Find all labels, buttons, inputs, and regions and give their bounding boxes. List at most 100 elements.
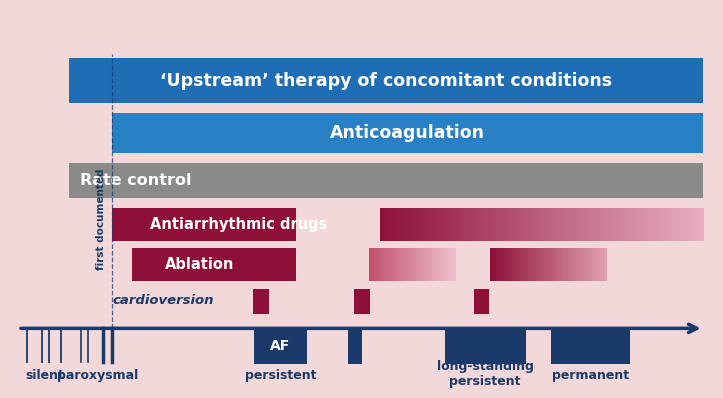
Bar: [254, 328, 307, 364]
Bar: [502, 248, 504, 281]
Bar: [112, 113, 703, 153]
Bar: [531, 248, 533, 281]
Bar: [519, 208, 523, 241]
Bar: [596, 208, 601, 241]
Bar: [561, 208, 565, 241]
Bar: [404, 248, 406, 281]
Bar: [427, 248, 429, 281]
Bar: [392, 248, 394, 281]
Bar: [395, 248, 396, 281]
Bar: [620, 208, 623, 241]
Bar: [441, 208, 445, 241]
Bar: [385, 248, 386, 281]
Bar: [421, 248, 422, 281]
Bar: [403, 248, 404, 281]
Bar: [548, 248, 550, 281]
Bar: [602, 248, 604, 281]
Bar: [590, 208, 594, 241]
Bar: [454, 248, 455, 281]
Bar: [498, 248, 500, 281]
Bar: [594, 208, 597, 241]
Text: Rate control: Rate control: [80, 173, 191, 188]
Bar: [664, 208, 669, 241]
Bar: [398, 248, 400, 281]
Bar: [515, 208, 520, 241]
Bar: [432, 248, 434, 281]
Bar: [450, 248, 452, 281]
Bar: [535, 248, 537, 281]
Bar: [552, 248, 553, 281]
Bar: [581, 248, 582, 281]
Bar: [437, 248, 438, 281]
Bar: [408, 248, 410, 281]
Bar: [445, 208, 448, 241]
Bar: [496, 208, 500, 241]
Bar: [515, 248, 516, 281]
Bar: [500, 248, 501, 281]
Bar: [406, 248, 408, 281]
Bar: [487, 208, 490, 241]
Bar: [607, 208, 610, 241]
Bar: [132, 248, 296, 281]
Bar: [581, 248, 583, 281]
Bar: [570, 208, 575, 241]
Bar: [592, 248, 594, 281]
Bar: [557, 208, 562, 241]
Bar: [598, 248, 599, 281]
Bar: [382, 248, 383, 281]
Bar: [571, 248, 573, 281]
Text: Ablation: Ablation: [165, 257, 234, 272]
Bar: [579, 248, 581, 281]
Bar: [645, 208, 649, 241]
Bar: [604, 248, 607, 281]
Bar: [532, 248, 534, 281]
Bar: [380, 208, 383, 241]
Bar: [398, 248, 399, 281]
Bar: [451, 208, 455, 241]
Bar: [377, 248, 379, 281]
Bar: [509, 208, 513, 241]
Bar: [453, 248, 455, 281]
Bar: [521, 248, 522, 281]
Bar: [629, 208, 633, 241]
Bar: [448, 248, 449, 281]
Bar: [428, 248, 429, 281]
Bar: [374, 248, 375, 281]
Bar: [557, 248, 559, 281]
Bar: [369, 248, 371, 281]
Bar: [694, 208, 698, 241]
Bar: [429, 248, 431, 281]
Bar: [422, 248, 423, 281]
Bar: [438, 208, 442, 241]
Text: persistent: persistent: [245, 369, 316, 382]
Bar: [568, 248, 570, 281]
Bar: [395, 208, 400, 241]
Bar: [513, 208, 516, 241]
Bar: [454, 208, 458, 241]
Bar: [594, 248, 596, 281]
Bar: [393, 248, 395, 281]
Bar: [561, 248, 562, 281]
Bar: [613, 208, 617, 241]
Bar: [555, 208, 558, 241]
Bar: [390, 248, 391, 281]
Bar: [378, 248, 380, 281]
Bar: [555, 248, 557, 281]
Bar: [439, 248, 440, 281]
Bar: [565, 248, 568, 281]
Bar: [416, 248, 418, 281]
Bar: [451, 248, 453, 281]
Bar: [395, 248, 397, 281]
Text: permanent: permanent: [552, 369, 629, 382]
Bar: [560, 248, 562, 281]
Bar: [603, 208, 607, 241]
Bar: [411, 248, 413, 281]
Bar: [556, 248, 558, 281]
Bar: [602, 248, 603, 281]
Bar: [387, 248, 388, 281]
Bar: [506, 248, 508, 281]
Bar: [581, 208, 584, 241]
Bar: [412, 248, 414, 281]
Bar: [523, 248, 524, 281]
Bar: [401, 248, 403, 281]
